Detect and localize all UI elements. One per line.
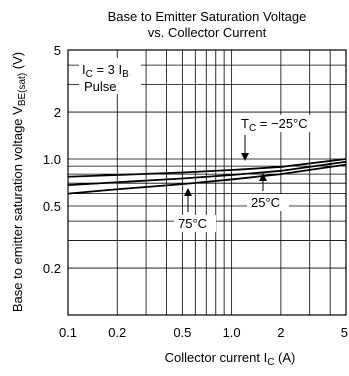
x-tick-label: 2 [277,325,284,340]
plot-frame [67,49,347,316]
series-label-25: 25°C [251,195,280,210]
condition-line1: IC = 3 IB [82,62,129,80]
x-tick-label: 5 [341,325,348,340]
x-tick-labels: 0.1 0.2 0.5 1.0 2 5 [59,325,348,340]
arrow-25-head [259,173,267,181]
series-label-75: 75°C [178,216,207,231]
condition-box-bg [79,58,141,94]
chart-title-line1: Base to Emitter Saturation Voltage [108,9,307,24]
series-line-0 [67,158,347,178]
y-tick-label: 2 [54,105,61,120]
y-axis-label: Base to emitter saturation voltage VBE(s… [10,52,28,312]
label-bg-75 [174,215,216,232]
x-tick-label: 0.2 [108,325,126,340]
y-tick-label: 0.5 [43,199,61,214]
series-line-1 [67,160,347,187]
y-tick-label: 5 [54,43,61,58]
arrow-minus25-head [241,153,249,161]
x-tick-label: 0.5 [173,325,191,340]
y-tick-label: 0.2 [43,261,61,276]
series-lines [67,158,347,195]
series-line-2 [67,163,347,195]
x-axis-label: Collector current IC (A) [165,350,296,368]
label-bg-minus25 [236,115,328,132]
y-tick-label: 1.0 [43,152,61,167]
x-tick-label: 1.0 [223,325,241,340]
chart-title-line2: vs. Collector Current [148,25,267,40]
x-tick-label: 0.1 [59,325,77,340]
series-label-minus25: TC = −25°C [241,116,308,134]
arrow-75-head [184,188,192,196]
label-bg-25 [247,194,289,211]
y-tick-labels: 0.2 0.5 1.0 2 5 [43,43,61,276]
condition-line2: Pulse [84,79,117,94]
